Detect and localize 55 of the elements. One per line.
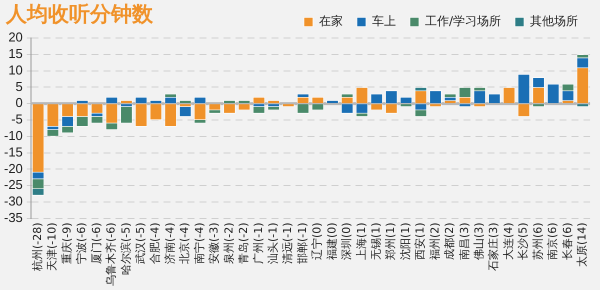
x-tick-label: 深圳(0) [340, 222, 354, 260]
x-tick-label: 青岛(-2) [237, 222, 250, 264]
x-tick-label: 安徽(-3) [208, 222, 221, 264]
y-tick-label: -35 [4, 210, 23, 226]
y-tick-label: -30 [4, 194, 23, 209]
y-tick-label: 5 [16, 78, 23, 94]
x-tick-label: 邯郸(-1) [296, 222, 309, 264]
x-tick-label: 上海(1) [354, 222, 368, 260]
x-tick-label: 北京(-4) [178, 222, 192, 264]
x-tick-label: 郑州(1) [384, 222, 398, 260]
y-tick-label: 10 [8, 62, 23, 78]
chart-title: 人均收听分钟数 [6, 1, 153, 28]
x-tick-label: 福州(2) [428, 222, 442, 260]
x-tick-label: 沈阳(1) [398, 222, 412, 260]
x-tick-label: 辽宁(0) [310, 222, 324, 260]
x-tick-label: 广州(-1) [252, 222, 265, 264]
x-tick-label: 南昌(3) [458, 222, 471, 260]
x-tick-label: 清远(-1) [281, 222, 294, 264]
x-tick-label: 宁波(-6) [75, 222, 88, 264]
x-tick-label: 福建(0) [325, 222, 338, 260]
x-tick-label: 哈尔滨(-5) [119, 222, 132, 276]
y-tick-label: -20 [4, 160, 23, 176]
x-tick-label: 杭州(-28) [31, 222, 44, 272]
x-tick-label: 泉州(-2) [222, 222, 236, 264]
x-tick-label: 长沙(5) [516, 222, 530, 260]
x-tick-label: 济南(-4) [163, 222, 176, 264]
x-tick-label: 长春(6) [560, 222, 574, 260]
y-tick-label: -5 [11, 112, 23, 127]
y-tick-label: 0 [16, 95, 23, 110]
x-tick-label: 乌鲁木齐(-6) [104, 222, 118, 286]
y-tick-label: -10 [4, 128, 23, 144]
legend-label: 工作/学习场所 [424, 14, 502, 28]
x-tick-label: 武汉(-5) [134, 222, 148, 264]
x-tick-label: 无锡(1) [370, 222, 383, 260]
y-tick-label: 20 [8, 30, 23, 45]
x-tick-label: 石家庄(3) [487, 222, 500, 272]
y-tick-label: -15 [4, 144, 23, 160]
x-tick-label: 合肥(-4) [148, 222, 162, 264]
legend-label: 在家 [318, 14, 343, 28]
x-tick-label: 苏州(6) [531, 222, 544, 260]
x-tick-label: 南宁(-4) [192, 222, 206, 264]
x-tick-label: 重庆(-9) [60, 222, 74, 264]
x-tick-label: 成都(2) [443, 222, 456, 260]
x-tick-label: 汕头(-1) [266, 222, 280, 264]
x-tick-label: 大连(4) [502, 222, 515, 260]
legend-label: 车上 [372, 14, 396, 28]
y-tick-label: 15 [8, 46, 23, 61]
x-tick-label: 太原(14) [576, 222, 589, 268]
y-tick-label: -25 [4, 177, 23, 192]
x-tick-label: 佛山(3) [472, 222, 486, 260]
x-tick-label: 厦门(-6) [90, 222, 103, 264]
x-tick-label: 南京(6) [546, 222, 560, 260]
x-tick-label: 天津(-10) [46, 222, 59, 272]
legend-label: 其他场所 [530, 14, 578, 28]
x-tick-label: 西安(1) [414, 222, 427, 260]
